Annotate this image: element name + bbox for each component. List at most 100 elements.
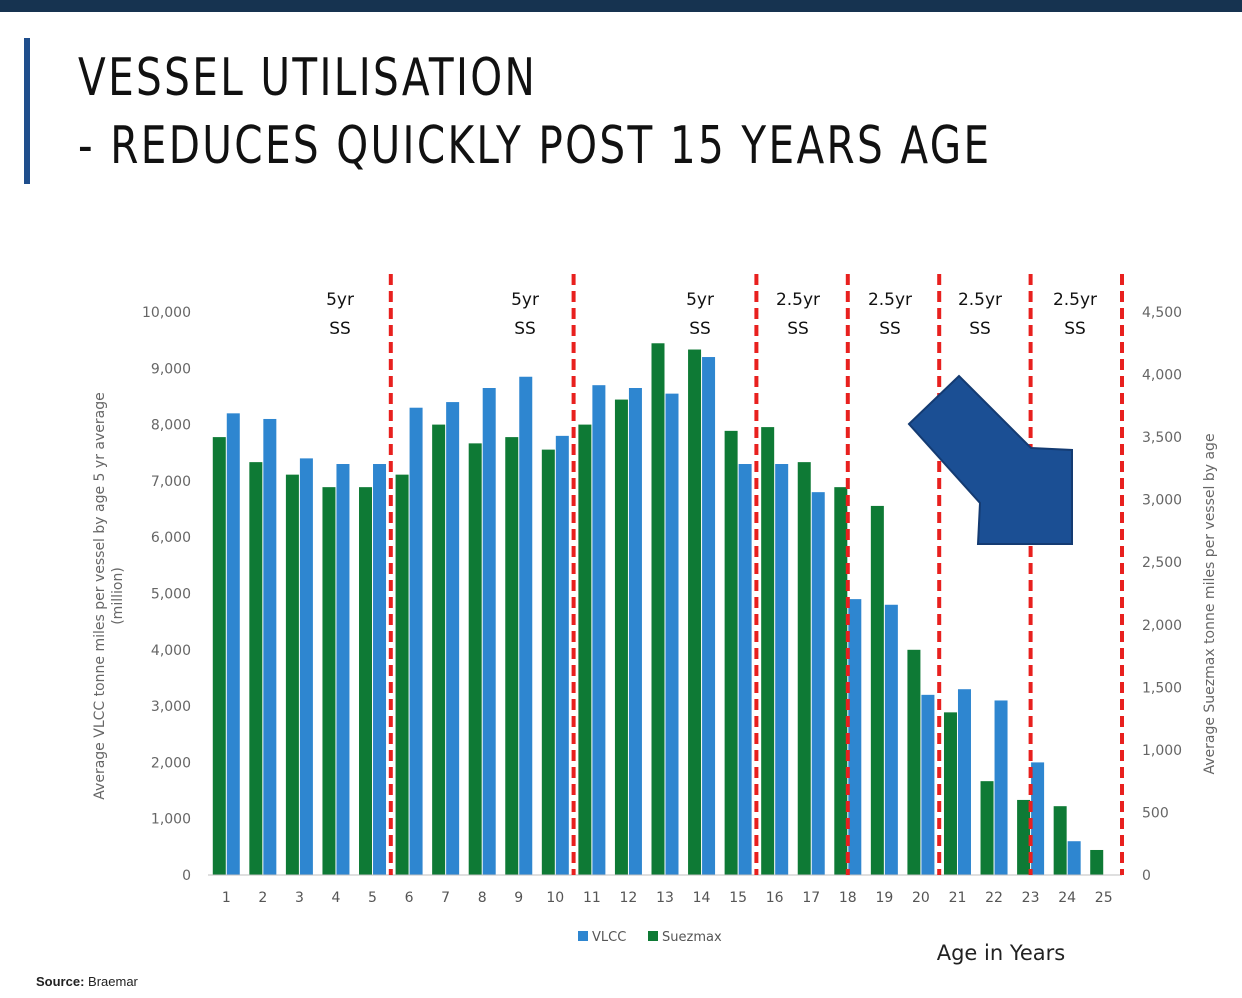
suezmax-bar bbox=[359, 487, 373, 875]
y-right-tick-label: 1,500 bbox=[1142, 680, 1182, 696]
x-tick-label: 1 bbox=[222, 890, 231, 906]
page-title: VESSEL UTILISATION - REDUCES QUICKLY POS… bbox=[78, 44, 991, 180]
vlcc-bar bbox=[263, 418, 277, 875]
vlcc-bar bbox=[994, 700, 1008, 875]
survey-label-period: 2.5yr bbox=[776, 290, 820, 310]
vlcc-bar bbox=[811, 492, 825, 875]
x-tick-label: 24 bbox=[1058, 890, 1076, 906]
suezmax-bar bbox=[943, 712, 957, 875]
source-value: Braemar bbox=[88, 974, 138, 989]
suezmax-bar bbox=[688, 349, 702, 875]
suezmax-bar bbox=[541, 449, 555, 875]
y-right-tick-label: 4,000 bbox=[1142, 368, 1182, 384]
suezmax-bar bbox=[614, 399, 628, 875]
x-tick-label: 23 bbox=[1022, 890, 1040, 906]
suezmax-bar bbox=[285, 474, 299, 875]
y-left-axis-label: Average VLCC tonne miles per vessel by a… bbox=[92, 392, 126, 799]
survey-label-period: 2.5yr bbox=[868, 290, 912, 310]
suezmax-bar bbox=[1017, 799, 1031, 875]
y-right-axis-label: Average Suezmax tonne miles per vessel b… bbox=[1202, 433, 1218, 774]
suezmax-bar bbox=[249, 462, 263, 875]
x-tick-label: 17 bbox=[802, 890, 820, 906]
vlcc-bar bbox=[702, 357, 716, 875]
x-tick-label: 13 bbox=[656, 890, 674, 906]
y-right-tick-label: 2,500 bbox=[1142, 555, 1182, 571]
y-left-tick-label: 9,000 bbox=[151, 361, 191, 377]
title-line-1: VESSEL UTILISATION bbox=[78, 48, 538, 108]
survey-label-ss: SS bbox=[1064, 319, 1086, 339]
down-right-arrow-icon bbox=[907, 374, 1073, 545]
suezmax-bar bbox=[1053, 806, 1067, 875]
y-right-tick-label: 3,500 bbox=[1142, 430, 1182, 446]
vlcc-bar bbox=[409, 407, 423, 875]
survey-label-ss: SS bbox=[969, 319, 991, 339]
suezmax-bar bbox=[724, 430, 738, 875]
vlcc-bar bbox=[665, 393, 679, 875]
vlcc-bar bbox=[519, 376, 533, 875]
survey-label-period: 5yr bbox=[686, 290, 714, 310]
y-left-tick-label: 7,000 bbox=[151, 474, 191, 490]
y-left-tick-label: 6,000 bbox=[151, 530, 191, 546]
vlcc-bar bbox=[226, 413, 240, 875]
suezmax-bar bbox=[834, 487, 848, 875]
suezmax-bar bbox=[651, 343, 665, 875]
survey-label-ss: SS bbox=[689, 319, 711, 339]
vlcc-bar bbox=[628, 388, 642, 875]
suezmax-bar bbox=[505, 437, 519, 875]
y-left-tick-label: 0 bbox=[182, 868, 191, 884]
suezmax-bar bbox=[212, 437, 226, 875]
y-right-tick-label: 0 bbox=[1142, 868, 1151, 884]
legend-suezmax-label: Suezmax bbox=[662, 930, 722, 945]
source-note: Source: Braemar bbox=[36, 974, 138, 989]
y-right-tick-label: 500 bbox=[1142, 805, 1169, 821]
y-right-tick-label: 1,000 bbox=[1142, 743, 1182, 759]
legend-vlcc-swatch bbox=[578, 931, 588, 941]
x-tick-label: 21 bbox=[949, 890, 967, 906]
x-tick-label: 9 bbox=[514, 890, 523, 906]
legend-suezmax-swatch bbox=[648, 931, 658, 941]
survey-label-period: 5yr bbox=[511, 290, 539, 310]
vlcc-bar bbox=[957, 689, 971, 875]
vlcc-bar bbox=[482, 388, 496, 875]
vlcc-bar bbox=[336, 464, 350, 875]
x-tick-label: 16 bbox=[766, 890, 784, 906]
y-left-tick-label: 4,000 bbox=[151, 643, 191, 659]
vlcc-bar bbox=[775, 464, 789, 875]
x-tick-label: 2 bbox=[258, 890, 267, 906]
x-tick-label: 10 bbox=[546, 890, 564, 906]
x-tick-label: 18 bbox=[839, 890, 857, 906]
vlcc-bar bbox=[1067, 841, 1081, 875]
title-line-2: - REDUCES QUICKLY POST 15 YEARS AGE bbox=[78, 116, 992, 176]
vlcc-bar bbox=[1031, 762, 1045, 875]
survey-label-ss: SS bbox=[879, 319, 901, 339]
vlcc-bar bbox=[299, 458, 313, 875]
x-tick-label: 20 bbox=[912, 890, 930, 906]
suezmax-bar bbox=[1090, 849, 1104, 875]
suezmax-bar bbox=[578, 424, 592, 875]
vlcc-bar bbox=[373, 464, 387, 875]
y-right-tick-label: 4,500 bbox=[1142, 305, 1182, 321]
vlcc-bar bbox=[848, 599, 862, 875]
y-left-tick-label: 3,000 bbox=[151, 699, 191, 715]
vlcc-bar bbox=[738, 464, 752, 875]
x-axis-label: Age in Years bbox=[937, 941, 1066, 965]
x-tick-label: 25 bbox=[1095, 890, 1113, 906]
x-tick-label: 7 bbox=[441, 890, 450, 906]
suezmax-bar bbox=[322, 487, 336, 875]
top-bar bbox=[0, 0, 1242, 12]
x-tick-label: 14 bbox=[693, 890, 711, 906]
suezmax-bar bbox=[468, 443, 482, 875]
y-right-tick-label: 3,000 bbox=[1142, 493, 1182, 509]
x-tick-label: 4 bbox=[331, 890, 340, 906]
suezmax-bar bbox=[980, 781, 994, 875]
x-tick-label: 15 bbox=[729, 890, 747, 906]
x-tick-label: 5 bbox=[368, 890, 377, 906]
vlcc-bar bbox=[446, 402, 460, 875]
y-left-tick-label: 1,000 bbox=[151, 812, 191, 828]
y-left-tick-label: 2,000 bbox=[151, 755, 191, 771]
vlcc-bar bbox=[592, 385, 606, 875]
source-label: Source: bbox=[36, 974, 85, 989]
x-tick-label: 22 bbox=[985, 890, 1003, 906]
vlcc-bar bbox=[884, 604, 898, 875]
